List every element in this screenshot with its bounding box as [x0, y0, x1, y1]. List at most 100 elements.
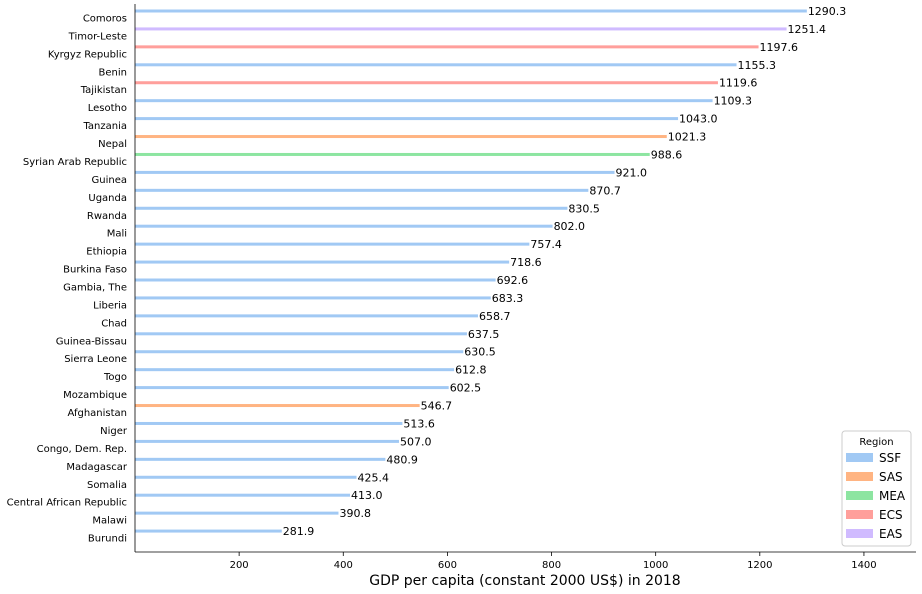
bar-congo-dem-rep-	[135, 439, 399, 443]
category-label: Guinea-Bissau	[56, 336, 127, 347]
category-label: Nepal	[98, 139, 127, 150]
value-label: 1155.3	[738, 59, 777, 72]
value-label: 480.9	[386, 453, 418, 466]
value-label: 757.4	[530, 238, 562, 251]
value-label: 1043.0	[679, 113, 718, 126]
category-label: Rwanda	[87, 211, 127, 222]
bar-niger	[135, 421, 403, 425]
legend-swatch	[846, 472, 873, 481]
bar-gambia-the	[135, 278, 496, 282]
category-label: Chad	[101, 318, 127, 329]
value-label: 1290.3	[808, 5, 847, 18]
x-tick-label: 1000	[643, 560, 668, 571]
value-label: 921.0	[616, 166, 648, 179]
category-label: Lesotho	[88, 103, 127, 114]
legend-entry-label: MEA	[879, 489, 906, 503]
bar-ethiopia	[135, 242, 530, 246]
category-label: Togo	[103, 372, 127, 383]
bar-syrian-arab-republic	[135, 152, 650, 156]
bar-benin	[135, 63, 737, 67]
x-tick-label: 600	[438, 560, 457, 571]
category-labels-layer: Comoros Timor-Leste Kyrgyz Republic Benin Ta…	[7, 14, 128, 545]
legend-entry-label: ECS	[879, 508, 903, 522]
value-label: 718.6	[510, 256, 542, 269]
category-label: Timor-Leste	[68, 31, 127, 42]
category-label: Benin	[99, 67, 127, 78]
category-label: Mali	[107, 229, 127, 240]
value-label: 683.3	[492, 292, 524, 305]
bar-uganda	[135, 188, 589, 192]
bar-guinea	[135, 170, 615, 174]
value-label: 802.0	[554, 220, 586, 233]
category-label: Madagascar	[66, 462, 128, 473]
category-label: Liberia	[93, 300, 127, 311]
value-label: 425.4	[357, 471, 389, 484]
legend-entry-label: EAS	[879, 527, 902, 541]
bar-sierra-leone	[135, 350, 464, 354]
value-label: 390.8	[339, 507, 371, 520]
bar-timor-leste	[135, 27, 787, 31]
value-label: 1109.3	[714, 95, 753, 108]
bar-somalia	[135, 475, 357, 479]
category-label: Burundi	[88, 534, 127, 545]
category-label: Gambia, The	[63, 283, 127, 294]
bar-rwanda	[135, 206, 568, 210]
value-label: 658.7	[479, 310, 511, 323]
bar-togo	[135, 368, 455, 372]
bar-chad	[135, 314, 478, 318]
value-labels-layer: 1290.3 1251.4 1197.6 1155.3 1119.6 1109.3 1043…	[283, 5, 847, 538]
bar-madagascar	[135, 457, 386, 461]
category-label: Tajikistan	[80, 85, 127, 96]
value-label: 546.7	[421, 400, 453, 413]
category-label: Uganda	[88, 193, 127, 204]
value-label: 281.9	[283, 525, 315, 538]
bar-tajikistan	[135, 81, 718, 85]
x-tick-label: 1400	[851, 560, 876, 571]
category-label: Burkina Faso	[63, 265, 127, 276]
category-label: Comoros	[83, 14, 127, 25]
category-label: Somalia	[87, 480, 127, 491]
value-label: 692.6	[497, 274, 529, 287]
bar-tanzania	[135, 117, 679, 121]
category-label: Congo, Dem. Rep.	[37, 444, 127, 455]
value-label: 630.5	[464, 346, 496, 359]
legend-entry-label: SSF	[879, 451, 901, 465]
value-label: 870.7	[589, 184, 621, 197]
bar-guinea-bissau	[135, 332, 467, 336]
value-label: 1021.3	[668, 131, 707, 144]
bars-layer	[135, 9, 807, 533]
axes-layer: 200 400 600 800 1000 1200 1400	[134, 4, 916, 571]
bar-central-african-republic	[135, 493, 351, 497]
bar-kyrgyz-republic	[135, 45, 759, 49]
category-label: Sierra Leone	[64, 354, 127, 365]
category-label: Niger	[100, 426, 128, 437]
value-label: 1119.6	[719, 77, 758, 90]
bar-afghanistan	[135, 404, 420, 408]
value-label: 507.0	[400, 435, 432, 448]
bar-comoros	[135, 9, 807, 13]
legend-title: Region	[859, 437, 893, 448]
legend: Region SSF SAS MEA ECS EAS	[841, 430, 912, 547]
legend-swatch	[846, 453, 873, 462]
bar-lesotho	[135, 99, 713, 103]
value-label: 830.5	[568, 202, 600, 215]
category-label: Tanzania	[82, 121, 127, 132]
value-label: 513.6	[403, 417, 435, 430]
legend-swatch	[846, 491, 873, 500]
x-tick-label: 200	[230, 560, 249, 571]
value-label: 637.5	[468, 328, 500, 341]
legend-entry-label: SAS	[879, 470, 903, 484]
bar-liberia	[135, 296, 491, 300]
bar-burkina-faso	[135, 260, 510, 264]
bar-burundi	[135, 529, 282, 533]
value-label: 1197.6	[760, 41, 799, 54]
x-tick-label: 400	[334, 560, 353, 571]
legend-swatch	[846, 510, 873, 519]
bar-malawi	[135, 511, 339, 515]
category-label: Malawi	[92, 516, 127, 527]
legend-swatch	[846, 529, 873, 538]
value-label: 612.8	[455, 364, 487, 377]
category-label: Ethiopia	[86, 247, 127, 258]
